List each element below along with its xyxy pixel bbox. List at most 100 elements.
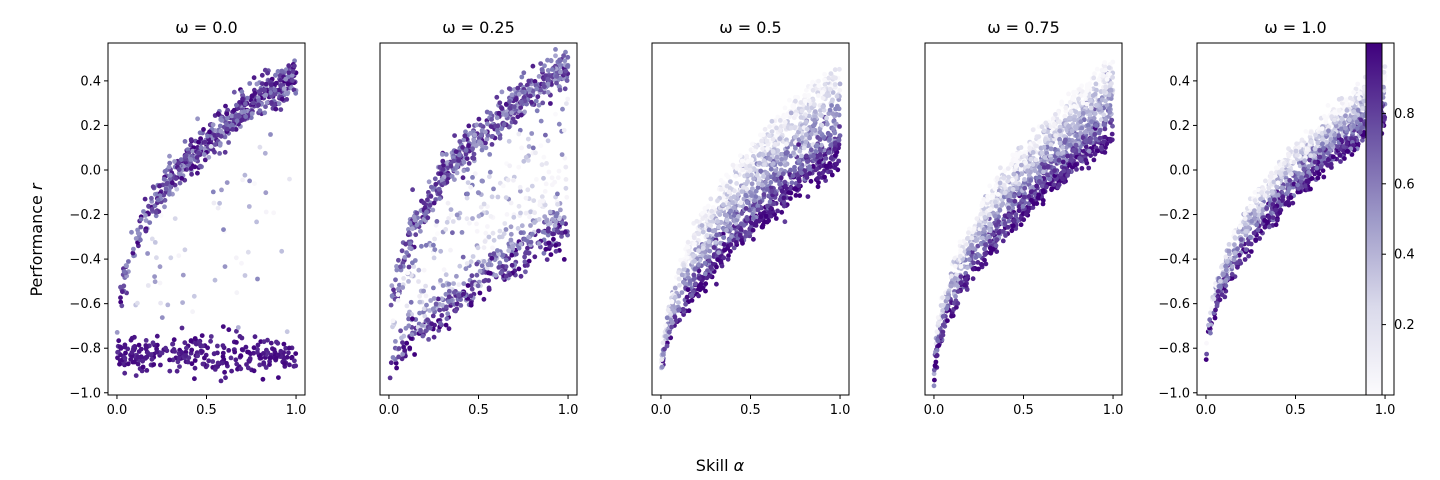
point — [799, 135, 805, 140]
point — [561, 215, 567, 220]
scatter-panel-0: ω = 0.00.0 0.5 1.0−1.0−0.8−0.6−0.4−0.20.00… — [69, 18, 306, 418]
point — [159, 350, 165, 356]
point — [215, 360, 221, 366]
point — [1009, 228, 1015, 234]
point — [147, 220, 153, 226]
point — [1027, 145, 1033, 151]
point — [273, 72, 278, 78]
point — [782, 219, 788, 225]
point — [828, 155, 834, 161]
point — [407, 345, 413, 351]
point — [387, 375, 393, 381]
point — [1019, 162, 1024, 168]
point — [755, 185, 761, 191]
point — [837, 87, 843, 93]
point — [816, 159, 822, 165]
point — [964, 287, 970, 292]
point — [508, 224, 514, 230]
point — [465, 180, 471, 186]
point — [245, 95, 250, 101]
point — [1110, 75, 1115, 80]
point — [176, 253, 182, 259]
point — [509, 110, 515, 116]
point — [828, 142, 834, 148]
point — [692, 258, 697, 264]
point — [471, 151, 477, 157]
point — [170, 357, 176, 363]
point — [757, 199, 763, 205]
point — [746, 230, 752, 236]
point — [976, 266, 981, 272]
point — [686, 249, 692, 254]
point — [827, 107, 833, 113]
point — [431, 200, 437, 206]
point — [293, 363, 299, 369]
point — [721, 235, 726, 240]
point — [713, 239, 719, 245]
point — [1041, 165, 1047, 171]
point — [1093, 81, 1099, 87]
point — [973, 237, 978, 242]
point — [774, 154, 780, 160]
point — [249, 111, 255, 116]
point — [716, 224, 721, 230]
point — [506, 248, 512, 254]
point — [940, 302, 946, 308]
point — [417, 310, 422, 316]
point — [672, 314, 678, 320]
point — [805, 159, 810, 165]
point — [793, 98, 798, 104]
point — [1086, 148, 1092, 154]
point — [1016, 204, 1022, 210]
point — [446, 326, 452, 332]
point — [1013, 212, 1019, 218]
point — [744, 153, 750, 159]
point — [940, 308, 946, 313]
point — [676, 270, 681, 275]
point — [162, 169, 168, 174]
point — [797, 193, 803, 199]
point — [676, 276, 682, 282]
point — [993, 203, 999, 209]
point — [799, 170, 804, 176]
point — [466, 123, 472, 129]
point — [439, 152, 445, 157]
point — [489, 142, 495, 147]
point — [445, 200, 451, 206]
point — [232, 349, 238, 355]
point — [234, 361, 240, 367]
point — [488, 214, 494, 219]
point — [798, 126, 803, 132]
point — [814, 166, 820, 172]
point — [817, 137, 823, 142]
point — [752, 198, 757, 204]
point — [172, 349, 178, 354]
point — [558, 207, 563, 213]
point — [519, 74, 525, 80]
point — [777, 181, 782, 187]
point — [725, 256, 731, 262]
point — [1008, 214, 1013, 219]
point — [1074, 133, 1079, 139]
point — [696, 275, 702, 281]
point — [1104, 77, 1110, 82]
point — [745, 159, 750, 165]
point — [807, 164, 812, 170]
point — [481, 278, 487, 284]
point — [202, 355, 207, 361]
point — [136, 349, 142, 354]
point — [273, 106, 279, 112]
point — [136, 342, 142, 348]
point — [836, 137, 842, 143]
point — [989, 194, 995, 200]
x-tick-label: 1.0 — [830, 403, 851, 418]
point — [470, 216, 475, 221]
point — [556, 168, 562, 174]
point — [1102, 150, 1108, 155]
point — [516, 245, 522, 251]
point — [556, 121, 562, 127]
point — [539, 194, 545, 200]
point — [182, 247, 188, 253]
point — [498, 270, 504, 276]
y-tick-label: −0.6 — [69, 297, 101, 312]
